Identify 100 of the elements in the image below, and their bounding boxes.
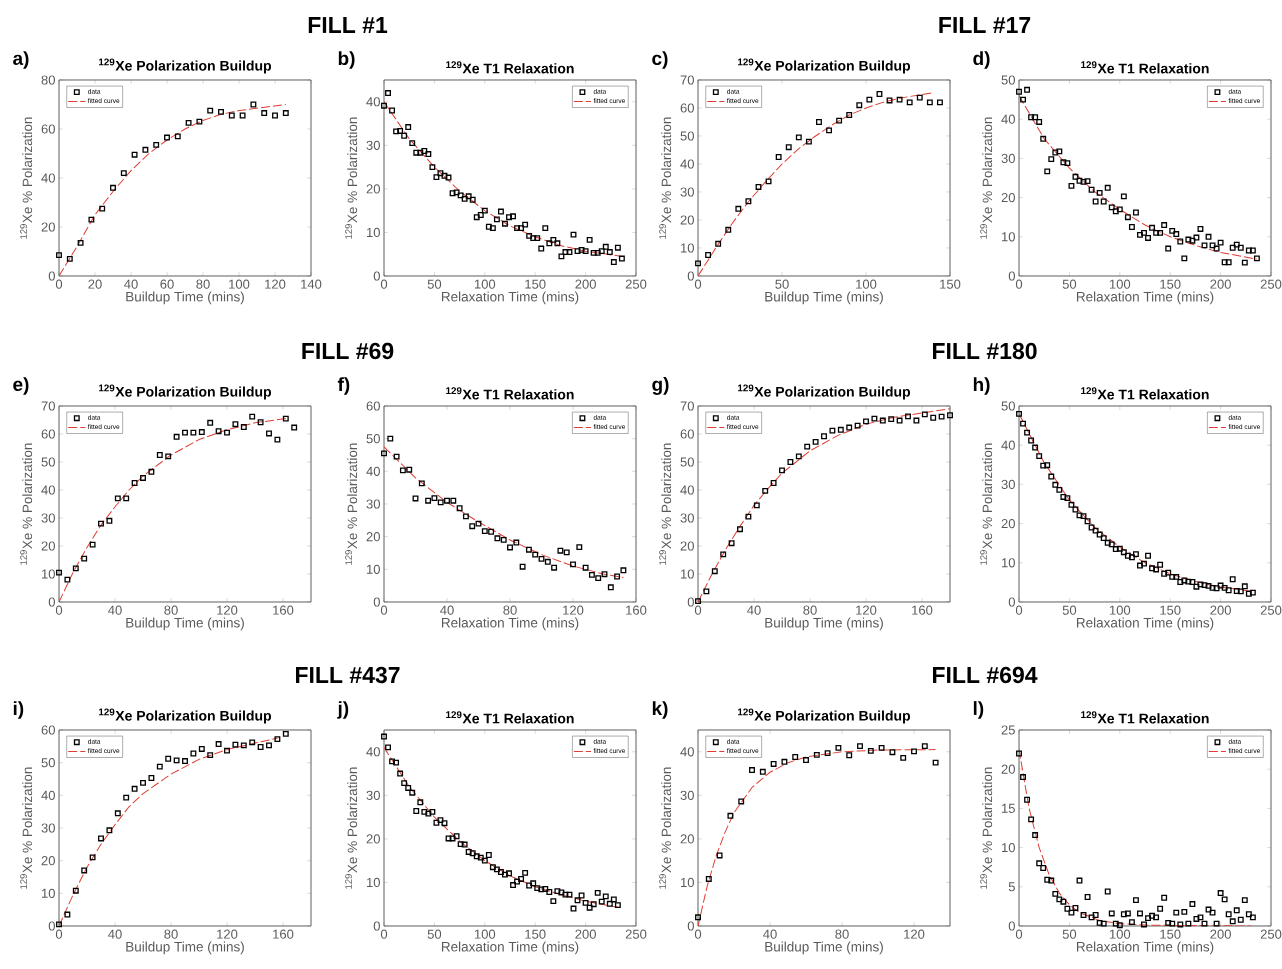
point	[582, 564, 589, 571]
point	[1161, 894, 1168, 901]
text: FILL #69	[302, 342, 394, 360]
point	[1120, 549, 1127, 556]
point	[114, 495, 121, 502]
y-tick-label: 50	[41, 457, 55, 467]
point	[813, 751, 820, 758]
point	[795, 453, 802, 460]
point	[1169, 227, 1176, 234]
point	[461, 195, 468, 202]
x-tick-label: 100	[1109, 929, 1131, 939]
point	[705, 876, 712, 882]
point	[1213, 585, 1220, 592]
point	[215, 741, 222, 747]
point	[598, 248, 605, 255]
x-tick-label: 250	[1260, 279, 1282, 289]
x-axis-title: Buildup Time (mins)	[126, 941, 244, 955]
y-tick-label: 20	[41, 222, 55, 232]
point	[550, 236, 557, 243]
point	[1100, 535, 1107, 542]
point	[837, 426, 844, 433]
point	[457, 841, 464, 848]
point	[1153, 566, 1160, 573]
point	[453, 189, 460, 196]
point	[1161, 222, 1168, 228]
y-tick-label: 10	[1002, 558, 1015, 568]
point	[148, 468, 155, 475]
point	[218, 108, 224, 115]
point	[185, 119, 192, 126]
point	[1245, 247, 1252, 254]
point	[1036, 453, 1043, 460]
y-tick-label: 25	[1001, 725, 1015, 735]
point	[530, 235, 537, 242]
point	[787, 459, 794, 465]
point	[745, 198, 752, 205]
point	[190, 750, 197, 757]
point	[607, 584, 614, 591]
point	[770, 761, 777, 767]
point	[1221, 259, 1228, 266]
y-tick-label: 40	[366, 97, 380, 107]
point	[1048, 473, 1055, 480]
point	[1028, 114, 1035, 121]
point	[905, 413, 911, 420]
x-axis-title: Relaxation Time (mins)	[441, 617, 579, 631]
point	[98, 835, 104, 842]
point	[224, 747, 230, 754]
point	[716, 852, 723, 859]
x-tick-label: 200	[1210, 279, 1231, 289]
point	[854, 422, 861, 429]
point	[153, 141, 160, 148]
y-tick-label: 70	[41, 401, 55, 411]
chart-title: $^{129}$Xe T1 Relaxation	[1081, 61, 1209, 74]
x-tick-label: 40	[440, 605, 454, 615]
point	[610, 259, 617, 265]
text: h)	[973, 377, 990, 395]
x-tick-label: 150	[940, 279, 961, 289]
point	[433, 174, 440, 181]
y-tick-label: 40	[366, 747, 380, 757]
point	[114, 810, 121, 817]
point	[1060, 898, 1067, 905]
point	[261, 110, 268, 117]
point	[425, 151, 432, 157]
point	[558, 889, 565, 896]
point	[123, 495, 130, 502]
point	[274, 436, 281, 443]
x-tick-label: 100	[474, 279, 496, 289]
point	[123, 794, 130, 801]
point	[1080, 912, 1087, 918]
point	[570, 231, 577, 238]
point	[759, 768, 766, 775]
x-tick-label: 100	[474, 929, 496, 939]
y-tick-label: 40	[1001, 440, 1015, 450]
chart-title: $^{129}$Xe Polarization Buildup	[738, 384, 911, 400]
point	[888, 416, 895, 423]
y-tick-label: 50	[366, 434, 380, 444]
point	[1137, 562, 1143, 569]
point	[570, 905, 577, 912]
point	[1181, 908, 1188, 915]
point	[1205, 582, 1212, 589]
chart-title: $^{129}$Xe Polarization Buildup	[99, 384, 272, 400]
point	[489, 225, 496, 232]
y-tick-label: 20	[1001, 764, 1015, 774]
x-tick-label: 0	[694, 605, 702, 615]
point	[1088, 186, 1095, 193]
point	[1036, 118, 1043, 125]
y-tick-label: 50	[1001, 75, 1015, 85]
point	[538, 555, 545, 562]
point	[1185, 920, 1192, 927]
point	[1020, 96, 1026, 103]
point	[266, 742, 272, 749]
point	[876, 91, 883, 97]
point	[249, 739, 256, 746]
point	[131, 785, 138, 792]
x-tick-label: 200	[575, 929, 596, 939]
point	[421, 148, 428, 154]
point	[1028, 816, 1035, 823]
y-tick-label: 0	[373, 921, 380, 931]
point	[1088, 524, 1095, 531]
x-tick-label: 100	[229, 279, 250, 289]
point	[207, 419, 214, 426]
